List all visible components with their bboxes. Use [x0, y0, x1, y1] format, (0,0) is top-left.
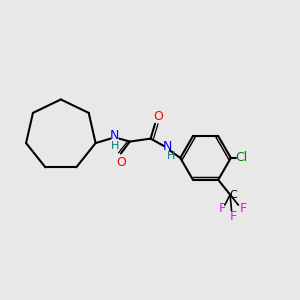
Text: Cl: Cl: [235, 152, 248, 164]
Text: C: C: [229, 190, 237, 200]
Text: F: F: [230, 211, 237, 224]
Text: H: H: [111, 141, 119, 151]
Text: O: O: [116, 156, 126, 169]
Text: N: N: [162, 140, 172, 152]
Text: F: F: [219, 202, 226, 214]
Text: O: O: [153, 110, 163, 123]
Text: H: H: [167, 152, 176, 161]
Text: N: N: [110, 129, 120, 142]
Text: F: F: [240, 202, 247, 214]
